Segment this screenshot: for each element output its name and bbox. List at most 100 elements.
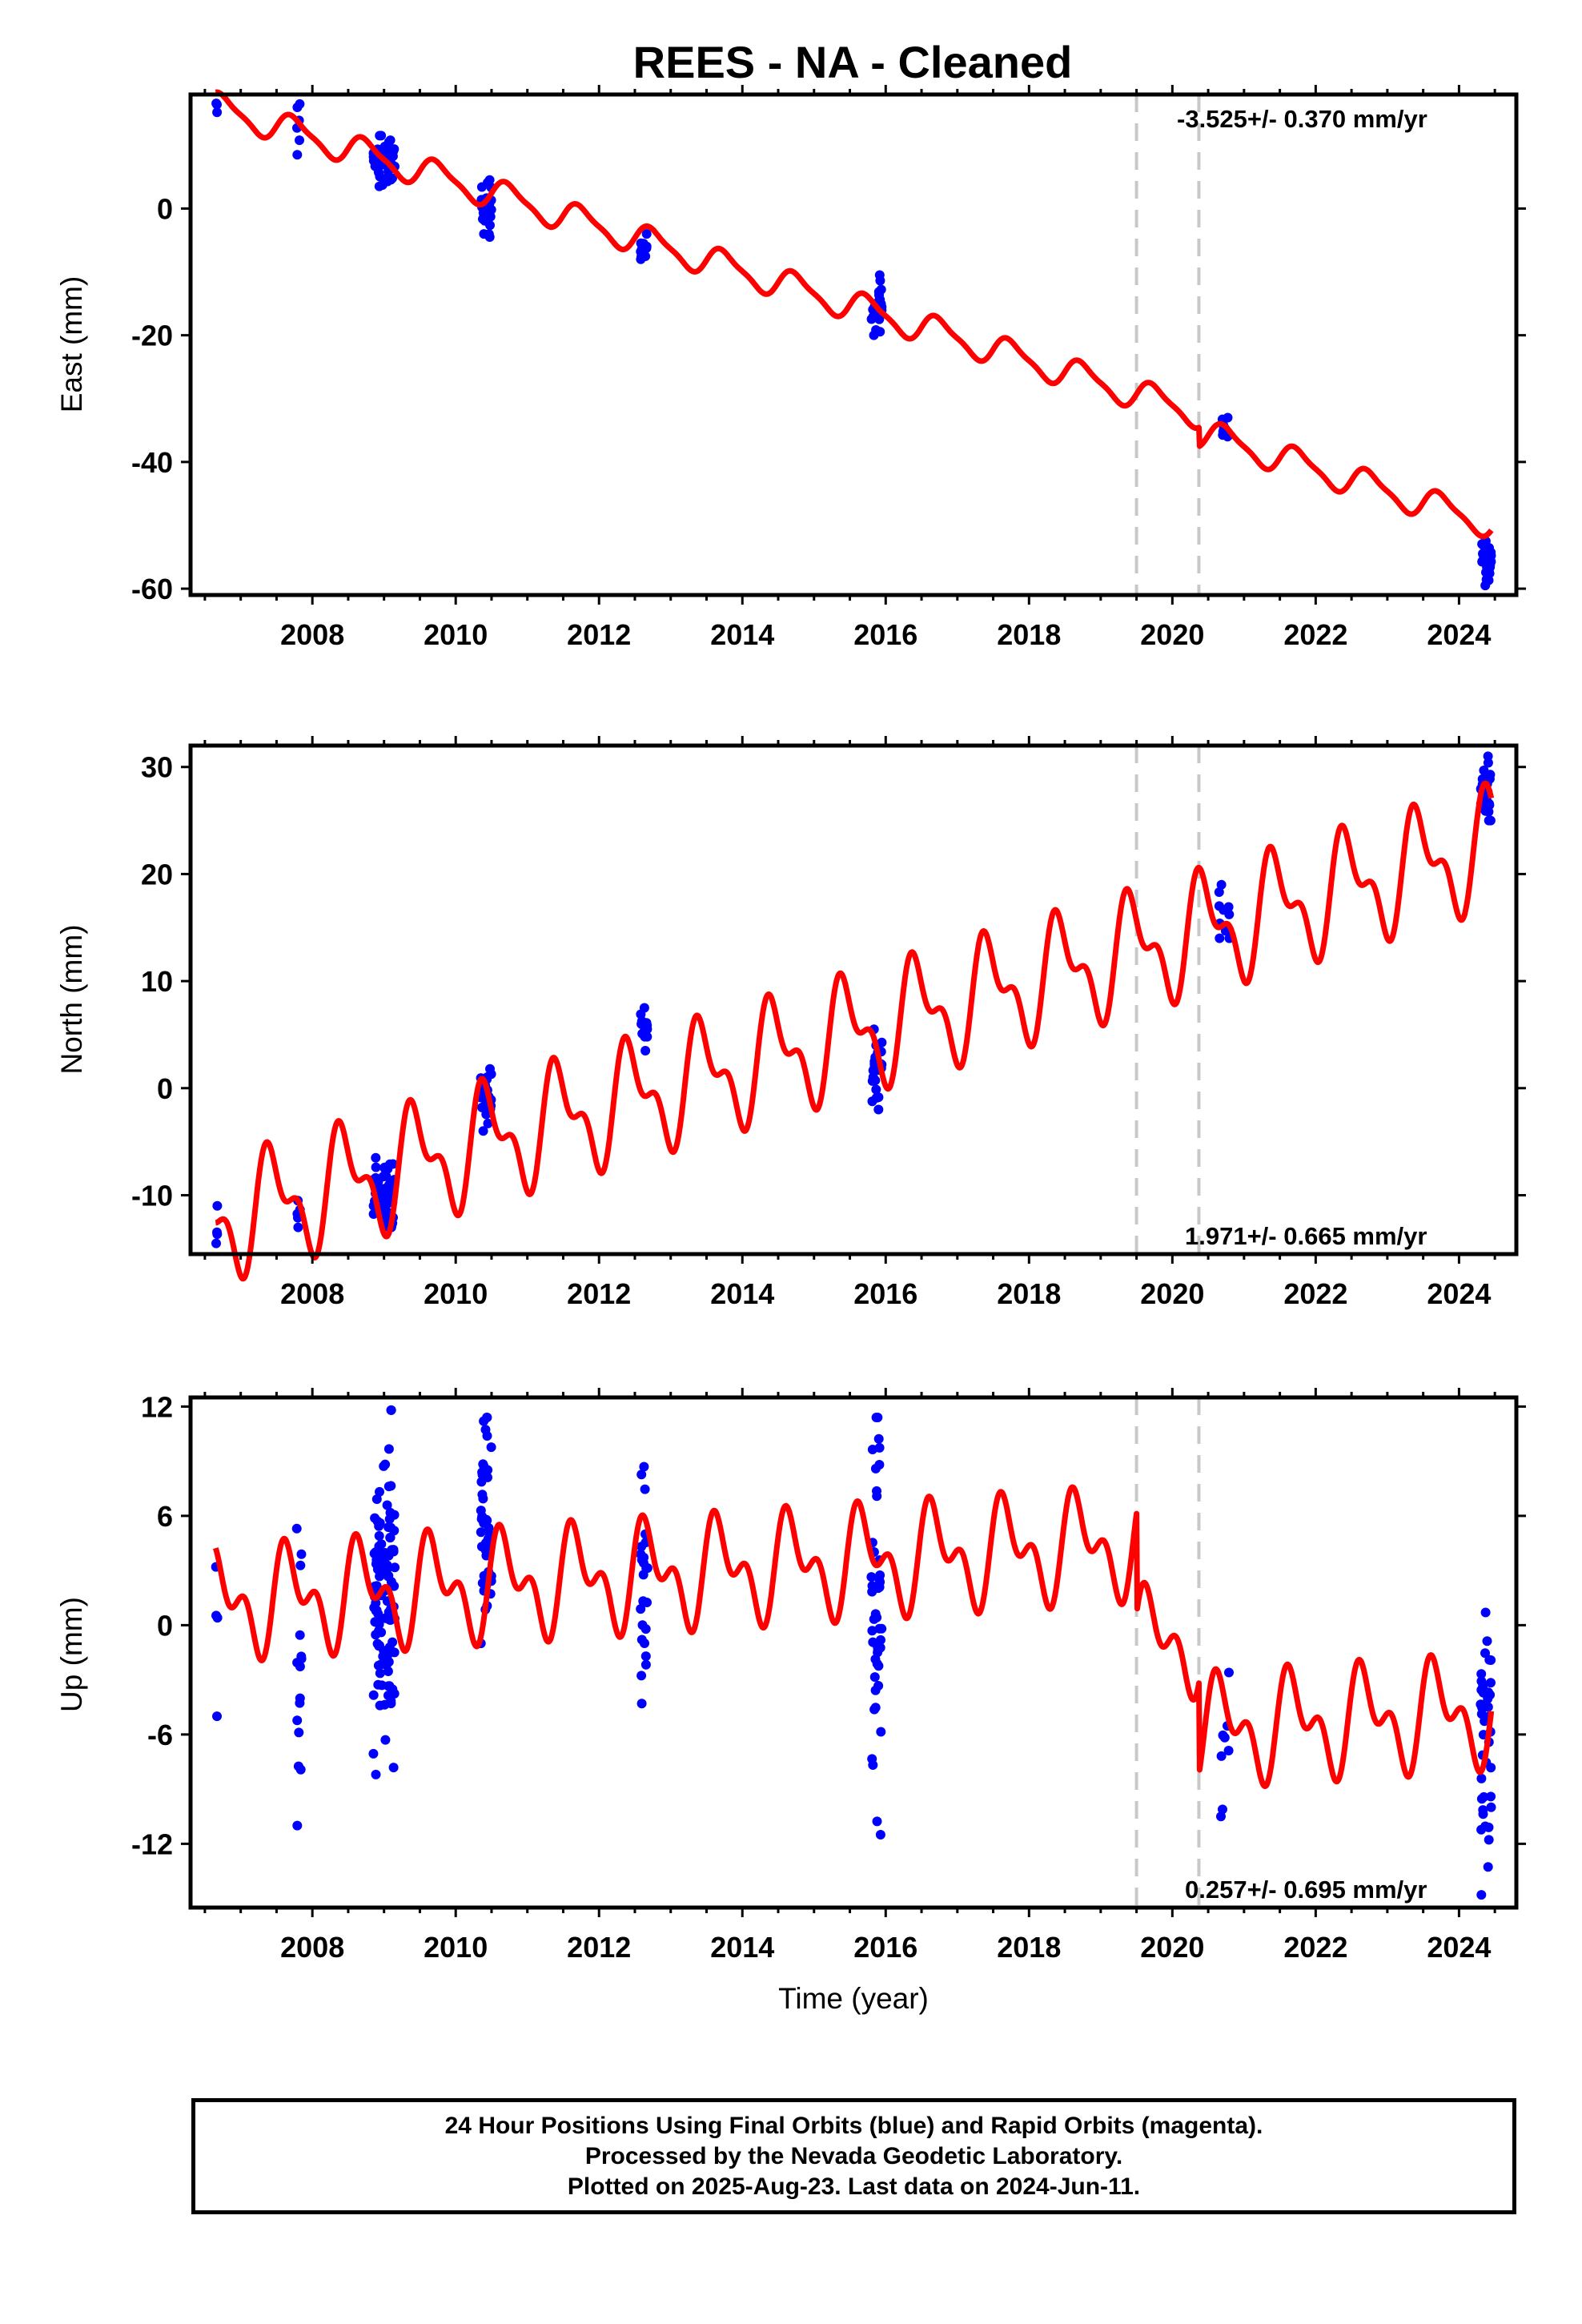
up-data-point [375,1571,385,1582]
north-data-point [636,1016,647,1027]
east-data-point [875,275,885,286]
north-panel: 1.971+/- 0.665 mm/yr North (mm) 3020100-… [55,736,1526,1310]
north-data-point [478,1126,488,1136]
up-data-point [1218,1804,1227,1815]
up-data-point [872,1612,882,1622]
east-data-point [479,229,489,239]
up-data-point [476,1527,486,1538]
north-data-point [1480,806,1491,816]
east-x-tick-label: 2014 [710,618,774,651]
up-data-point [1476,1709,1487,1719]
up-data-point [872,1491,882,1502]
up-data-point [877,1623,887,1634]
up-data-point [871,1413,881,1422]
up-panel: 0.257+/- 0.695 mm/yr Up (mm) Time (year)… [55,1388,1526,2015]
up-data-point [1477,1702,1487,1712]
up-data-point [295,1630,305,1640]
north-x-tick-label: 2012 [567,1277,631,1310]
up-data-point [373,1563,383,1574]
up-data-point [872,1816,882,1827]
east-data-point [212,107,223,118]
north-y-tick-label: -10 [131,1179,173,1212]
up-data-point [477,1470,488,1480]
up-data-point [867,1626,877,1636]
up-data-point [636,1604,646,1614]
up-x-tick-label: 2022 [1283,1931,1347,1964]
up-data-point [636,1699,647,1709]
up-y-axis-label: Up (mm) [55,1597,88,1712]
east-data-point [480,205,491,215]
east-data-point [641,229,652,239]
up-y-tick-label: 6 [157,1500,173,1533]
up-data-point [868,1760,878,1770]
up-data-point [371,1494,382,1504]
north-y-tick-label: 30 [141,751,173,784]
up-data-point [369,1548,379,1558]
up-data-point [386,1405,396,1415]
up-data-point [292,1658,303,1668]
up-data-point [477,1511,488,1522]
up-data-point [642,1563,652,1573]
up-data-point [870,1463,881,1474]
east-x-tick-label: 2016 [853,618,917,651]
north-y-axis-label: North (mm) [55,924,88,1074]
up-data-point [371,1769,381,1779]
north-data-point [1215,933,1225,943]
up-data-point [479,1461,489,1471]
north-y-tick-label: 20 [141,858,173,891]
north-x-tick-label: 2010 [424,1277,488,1310]
up-data-point [1478,1681,1488,1691]
up-data-point [486,1442,496,1453]
east-data-point [372,161,383,171]
north-data-point [1214,887,1224,897]
up-data-point [372,1638,383,1649]
east-data-point [1486,557,1496,567]
east-y-tick-label: -40 [131,446,173,479]
north-data-point [293,1222,303,1232]
north-data-point [642,1031,652,1042]
north-x-tick-label: 2014 [710,1277,774,1310]
up-data-point [1482,1636,1492,1647]
north-data-point [212,1227,222,1237]
up-data-point [382,1560,392,1570]
north-data-point [1484,815,1494,826]
east-data-point [387,173,397,183]
up-data-point [376,1627,387,1638]
up-data-point [295,1698,305,1708]
up-data-point [292,1715,303,1726]
up-data-point [1486,1678,1496,1688]
up-data-point [875,1830,885,1839]
up-data-point [638,1596,648,1606]
up-data-point [640,1651,651,1662]
up-data-point [382,1500,392,1510]
up-data-point [1486,1791,1496,1802]
north-x-tick-label: 2018 [997,1277,1061,1310]
up-data-point [292,1820,303,1831]
north-data-point [1483,758,1493,768]
east-data-point [1484,575,1494,585]
east-x-tick-label: 2010 [424,618,488,651]
up-data-point [867,1445,877,1454]
east-data-point [1477,539,1488,549]
up-data-point [368,1690,379,1700]
up-data-point [869,1672,880,1683]
up-data-point [483,1535,493,1546]
up-data-point [640,1484,650,1494]
east-y-tick-label: -20 [131,320,173,352]
north-data-point [373,1176,383,1187]
east-data-point [292,150,303,160]
up-data-point [1480,1607,1491,1618]
east-x-tick-label: 2020 [1140,618,1204,651]
up-data-point [1223,1746,1234,1755]
up-data-point [875,1642,885,1653]
up-data-point [375,1668,385,1679]
east-data-point [383,137,394,147]
up-data-point [867,1581,877,1591]
east-y-tick-label: 0 [157,192,173,225]
up-data-point [1476,1890,1487,1900]
up-data-point [211,1610,221,1621]
up-y-tick-label: 12 [141,1390,173,1423]
up-data-point [369,1602,379,1613]
up-data-point [372,1516,383,1526]
